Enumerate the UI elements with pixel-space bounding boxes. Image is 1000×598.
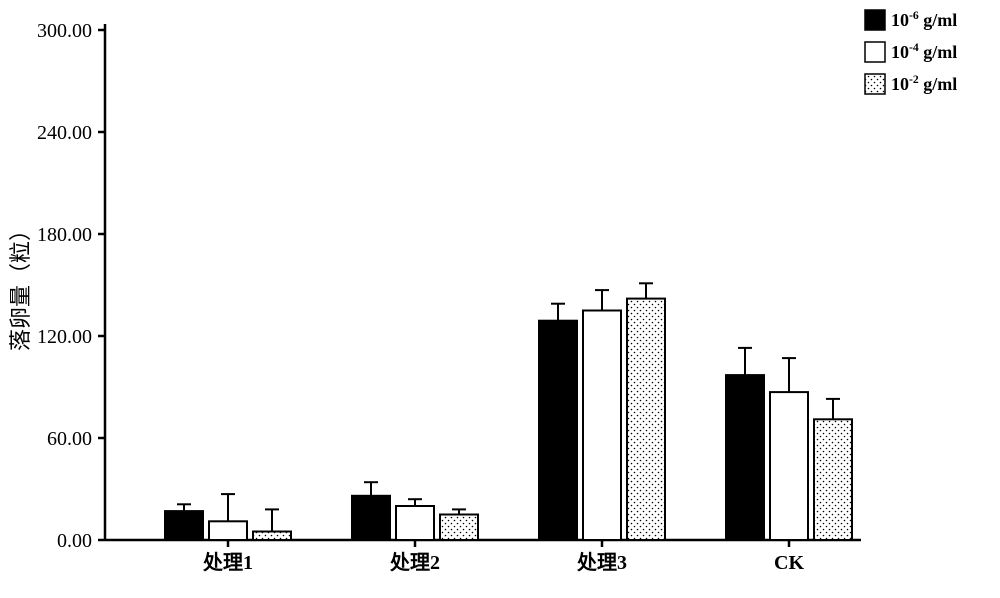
legend-label: 10-2 g/ml [891, 73, 957, 94]
bar [209, 521, 247, 540]
bar [396, 506, 434, 540]
legend-swatch [865, 42, 885, 62]
bar [165, 511, 203, 540]
x-tick-label: 处理2 [389, 550, 440, 574]
legend-swatch [865, 10, 885, 30]
bar [814, 419, 852, 540]
bar [726, 375, 764, 540]
legend-label: 10-4 g/ml [891, 41, 957, 62]
bar [770, 392, 808, 540]
y-tick-label: 60.00 [47, 428, 92, 450]
x-tick-label: 处理3 [576, 550, 627, 574]
legend-swatch [865, 74, 885, 94]
bar-chart: 0.00 60.00 120.00 180.00 240.00 300.00 落卵量（粒） 处… [0, 0, 1000, 598]
bar [253, 532, 291, 541]
chart-container: 0.00 60.00 120.00 180.00 240.00 300.00 落卵量（粒） 处… [0, 0, 1000, 598]
legend-label: 10-6 g/ml [891, 9, 957, 30]
bar [440, 515, 478, 541]
bar [352, 496, 390, 540]
bar [627, 299, 665, 540]
y-tick-label: 120.00 [37, 326, 92, 348]
x-tick-label: CK [774, 552, 804, 574]
y-tick-label: 0.00 [57, 530, 92, 552]
y-tick-label: 240.00 [37, 122, 92, 144]
x-tick-label: 处理1 [202, 550, 253, 574]
bar [539, 321, 577, 540]
bar [583, 311, 621, 541]
y-tick-label: 180.00 [37, 224, 92, 246]
y-tick-label: 300.00 [37, 20, 92, 42]
y-axis-label: 落卵量（粒） [8, 219, 33, 351]
